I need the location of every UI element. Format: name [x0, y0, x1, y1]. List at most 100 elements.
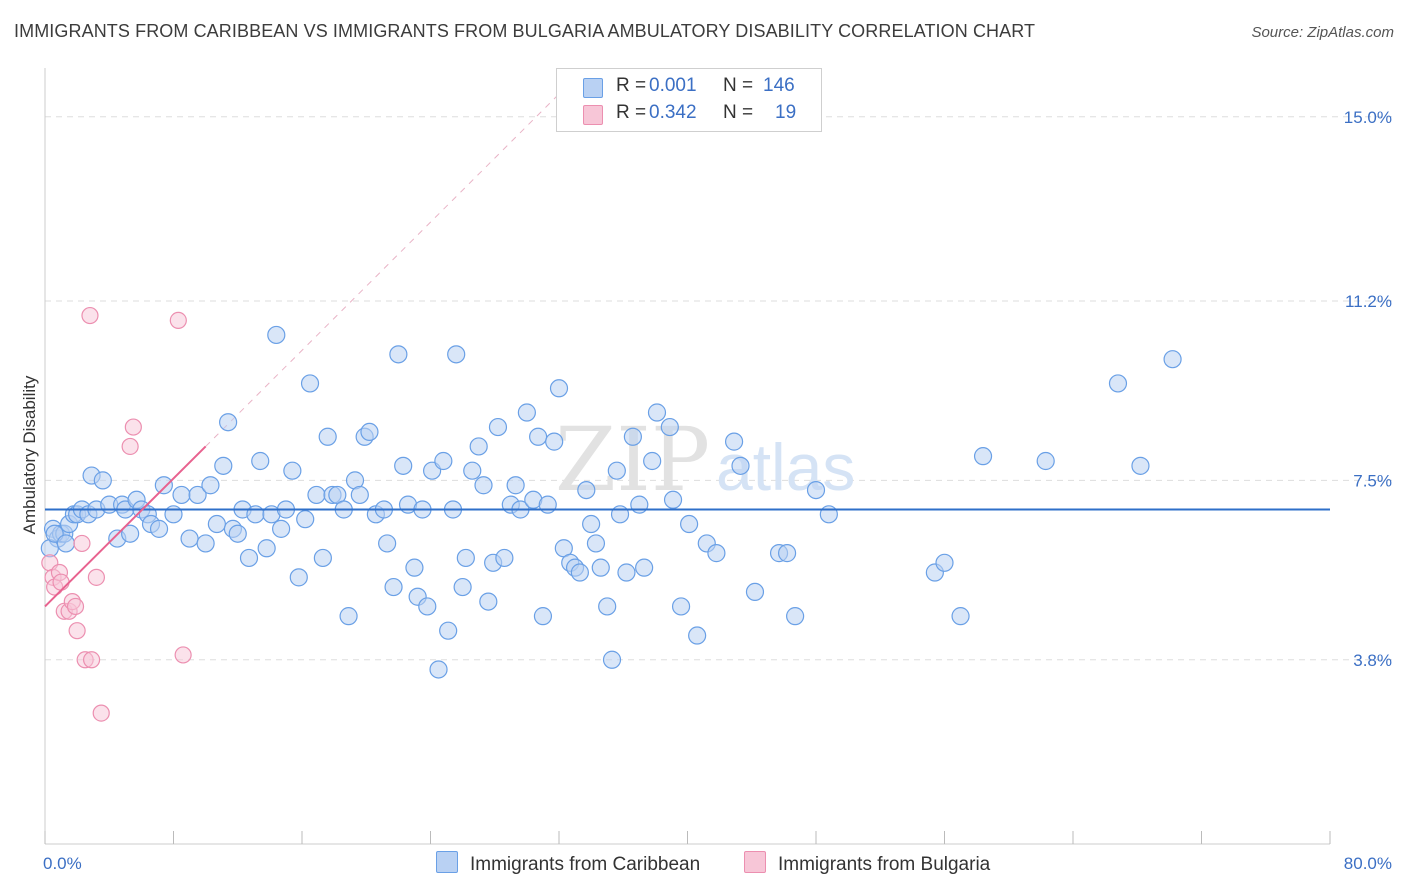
caribbean-point — [647, 403, 667, 422]
caribbean-point — [495, 548, 514, 568]
caribbean-point — [267, 325, 286, 345]
correlation-legend: R = 0.001 N = 146 R = 0.342 N = 19 — [556, 68, 822, 132]
caribbean-point — [201, 476, 220, 495]
bulgaria-point — [92, 704, 110, 722]
caribbean-point — [164, 505, 183, 524]
x-tick-label: 0.0% — [43, 854, 82, 873]
bulgaria-point — [124, 418, 142, 436]
caribbean-point — [394, 456, 413, 475]
trend-lines — [44, 445, 1330, 608]
caribbean-point — [602, 650, 622, 669]
caribbean-point — [456, 548, 475, 568]
bottom-legend-label-bulgaria: Immigrants from Bulgaria — [778, 854, 991, 875]
caribbean-point — [228, 524, 247, 543]
caribbean-point — [538, 495, 557, 514]
y-tick-label: 7.5% — [1353, 471, 1392, 490]
caribbean-point — [570, 563, 589, 582]
caribbean-point — [474, 476, 493, 495]
caribbean-point — [777, 544, 797, 563]
caribbean-point — [731, 456, 750, 475]
caribbean-point — [239, 548, 259, 568]
y-tick-label: 11.2% — [1345, 292, 1392, 311]
caribbean-point — [296, 510, 315, 529]
caribbean-point — [707, 544, 726, 563]
caribbean-point — [360, 422, 379, 442]
bulgaria-point — [68, 622, 86, 640]
caribbean-point — [154, 476, 173, 495]
legend-n-label: N = — [723, 102, 754, 123]
caribbean-point — [318, 427, 337, 446]
caribbean-point — [724, 432, 744, 451]
caribbean-point — [545, 432, 564, 451]
caribbean-point — [405, 558, 424, 577]
caribbean-point — [283, 461, 302, 480]
bulgaria-trend-extension-line — [205, 77, 576, 447]
caribbean-point — [517, 403, 536, 422]
caribbean-point — [307, 485, 326, 505]
bulgaria-points — [41, 306, 192, 722]
legend-r-label: R = — [616, 102, 647, 123]
bottom-legend-label-caribbean: Immigrants from Caribbean — [470, 854, 701, 875]
caribbean-point — [488, 417, 508, 437]
caribbean-point — [617, 563, 636, 582]
bottom-legend-bulgaria: Immigrants from Bulgaria — [744, 851, 990, 876]
caribbean-point — [350, 485, 369, 505]
bottom-legend-caribbean: Immigrants from Caribbean — [436, 851, 700, 876]
axes — [44, 68, 1331, 845]
legend-r-label: R = — [616, 75, 647, 96]
caribbean-point — [339, 607, 358, 626]
source-label: Source: ZipAtlas.com — [1251, 24, 1394, 41]
caribbean-point — [172, 485, 191, 505]
bulgaria-trend-extension — [205, 77, 576, 447]
caribbean-point — [439, 621, 458, 640]
bulgaria-trend-line — [44, 445, 207, 608]
caribbean-point — [418, 597, 437, 616]
chart-title: IMMIGRANTS FROM CARIBBEAN VS IMMIGRANTS … — [14, 21, 1036, 41]
watermark-zip: ZIP — [555, 408, 710, 511]
legend-n-value: 146 — [763, 75, 795, 96]
caribbean-point — [389, 345, 408, 364]
caribbean-point — [671, 597, 691, 616]
caribbean-point — [384, 577, 403, 597]
caribbean-point — [591, 558, 610, 577]
grid-lines — [45, 116, 1392, 661]
caribbean-point — [479, 592, 498, 611]
bulgaria-point — [66, 597, 85, 616]
caribbean-point — [951, 607, 970, 626]
caribbean-point — [586, 534, 606, 553]
caribbean-point — [630, 495, 649, 514]
caribbean-point — [246, 505, 265, 524]
caribbean-point — [745, 582, 765, 601]
legend-n-label: N = — [723, 75, 754, 96]
y-tick-label: 3.8% — [1353, 651, 1392, 670]
caribbean-point — [582, 514, 601, 534]
caribbean-point — [214, 456, 233, 475]
caribbean-point — [1036, 451, 1055, 471]
caribbean-point — [623, 427, 642, 446]
caribbean-point — [660, 417, 679, 437]
caribbean-point — [688, 626, 707, 645]
caribbean-point — [935, 553, 954, 572]
caribbean-point — [196, 534, 215, 553]
caribbean-point — [219, 413, 238, 432]
bottom-legend-swatch-bulgaria — [744, 851, 766, 873]
bulgaria-point — [169, 311, 187, 330]
caribbean-point — [806, 480, 826, 500]
caribbean-point — [1163, 350, 1182, 369]
caribbean-point — [300, 374, 320, 393]
caribbean-point — [447, 345, 466, 364]
legend-n-value: 19 — [775, 102, 797, 123]
caribbean-point — [188, 485, 207, 505]
bulgaria-point — [87, 568, 106, 586]
caribbean-point — [434, 451, 453, 471]
caribbean-point — [56, 534, 75, 553]
legend-r-value: 0.342 — [649, 102, 697, 123]
bulgaria-point — [121, 437, 139, 456]
caribbean-point — [463, 461, 482, 480]
caribbean-point — [257, 539, 276, 558]
caribbean-point — [378, 534, 397, 553]
bulgaria-point — [52, 573, 70, 591]
caribbean-point — [121, 524, 140, 543]
tick-labels: 3.8% 7.5% 11.2% 15.0% 0.0% 80.0% — [43, 108, 1392, 873]
legend-swatch-bulgaria — [583, 105, 603, 125]
